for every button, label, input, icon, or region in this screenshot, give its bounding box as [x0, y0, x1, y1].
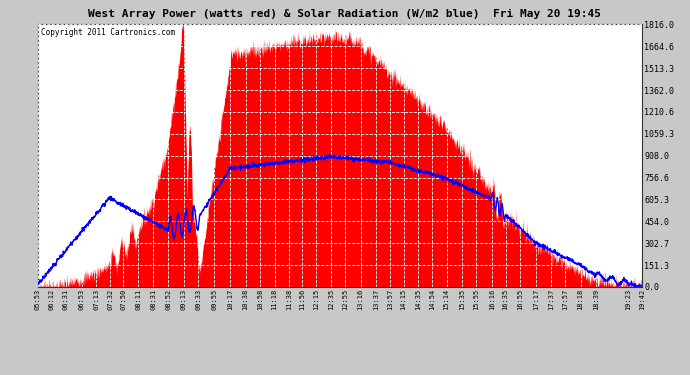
Text: Copyright 2011 Cartronics.com: Copyright 2011 Cartronics.com [41, 28, 175, 38]
Text: West Array Power (watts red) & Solar Radiation (W/m2 blue)  Fri May 20 19:45: West Array Power (watts red) & Solar Rad… [88, 9, 602, 20]
